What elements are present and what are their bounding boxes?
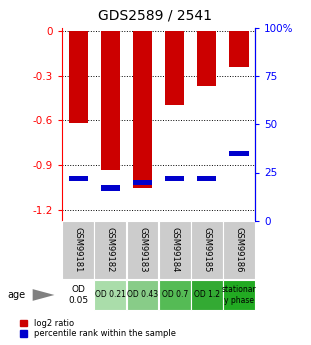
Bar (191, 280, 223, 310)
Bar (159, 280, 191, 310)
Bar (101, 31, 120, 170)
Text: GSM99182: GSM99182 (106, 227, 115, 273)
Bar (127, 221, 158, 279)
Legend: log2 ratio, percentile rank within the sample: log2 ratio, percentile rank within the s… (20, 319, 176, 338)
Bar (95, 280, 126, 310)
Text: GSM99186: GSM99186 (234, 227, 244, 273)
Text: GDS2589 / 2541: GDS2589 / 2541 (99, 9, 212, 23)
Text: OD
0.05: OD 0.05 (68, 285, 88, 305)
Text: age: age (8, 290, 26, 300)
Bar (197, 31, 216, 86)
Bar (223, 280, 255, 310)
Bar (69, 31, 88, 124)
Bar (133, 179, 152, 185)
Bar (63, 221, 94, 279)
Text: GSM99183: GSM99183 (138, 227, 147, 273)
Text: OD 1.2: OD 1.2 (194, 290, 220, 299)
Bar (165, 176, 184, 181)
Bar (165, 31, 184, 106)
Polygon shape (33, 289, 54, 301)
Bar (229, 31, 248, 67)
Text: stationar
y phase: stationar y phase (221, 285, 256, 305)
Bar (101, 185, 120, 190)
Bar (191, 221, 223, 279)
Bar (127, 280, 158, 310)
Bar (197, 176, 216, 181)
Bar (159, 221, 191, 279)
Bar (133, 31, 152, 188)
Text: GSM99184: GSM99184 (170, 227, 179, 273)
Text: OD 0.43: OD 0.43 (127, 290, 158, 299)
Bar (69, 176, 88, 181)
Bar (95, 221, 126, 279)
Bar (229, 150, 248, 156)
Bar (63, 280, 94, 310)
Text: OD 0.7: OD 0.7 (161, 290, 188, 299)
Text: GSM99181: GSM99181 (74, 227, 83, 273)
Bar (223, 221, 255, 279)
Text: GSM99185: GSM99185 (202, 227, 211, 273)
Text: OD 0.21: OD 0.21 (95, 290, 126, 299)
